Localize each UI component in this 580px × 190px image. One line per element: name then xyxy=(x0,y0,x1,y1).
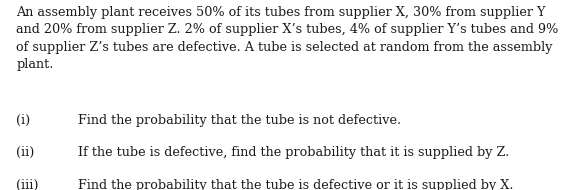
Text: (iii): (iii) xyxy=(16,179,39,190)
Text: An assembly plant receives 50% of its tubes from supplier X, 30% from supplier Y: An assembly plant receives 50% of its tu… xyxy=(16,6,559,71)
Text: (ii): (ii) xyxy=(16,146,35,159)
Text: Find the probability that the tube is defective or it is supplied by X.: Find the probability that the tube is de… xyxy=(78,179,514,190)
Text: Find the probability that the tube is not defective.: Find the probability that the tube is no… xyxy=(78,114,401,127)
Text: If the tube is defective, find the probability that it is supplied by Z.: If the tube is defective, find the proba… xyxy=(78,146,510,159)
Text: (i): (i) xyxy=(16,114,31,127)
